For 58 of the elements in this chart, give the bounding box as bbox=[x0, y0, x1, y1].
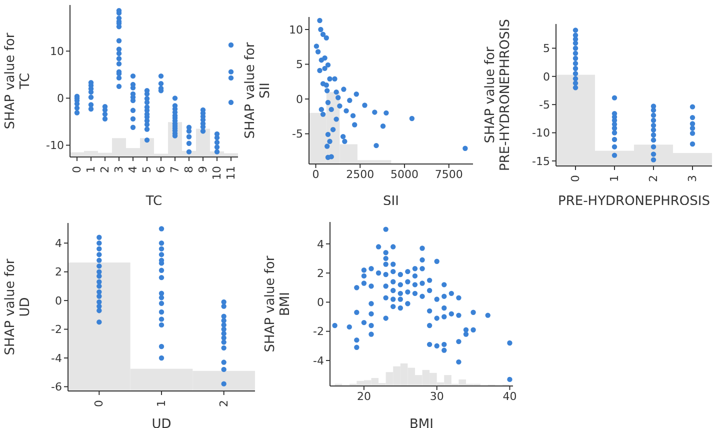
x-tick-label: 1 bbox=[608, 175, 621, 182]
x-tick-label: 40 bbox=[502, 390, 517, 403]
x-tick-label: 1 bbox=[84, 166, 98, 173]
x-tick-label: 2500 bbox=[346, 168, 374, 181]
y-tick-label: -10 bbox=[532, 126, 550, 140]
y-tick-label: 2 bbox=[317, 266, 324, 280]
x-tick-label: 2 bbox=[98, 166, 112, 173]
x-tick-label: 11 bbox=[224, 166, 238, 180]
x-axis-title: BMI bbox=[410, 417, 434, 428]
x-tick-label: 0 bbox=[92, 400, 106, 407]
x-tick-label: 3 bbox=[686, 175, 699, 182]
x-tick-label: 0 bbox=[70, 166, 84, 173]
x-tick-label: 2 bbox=[217, 400, 230, 407]
y-tick-label: 5 bbox=[543, 42, 550, 56]
y-axis-title: SHAP value for SII bbox=[243, 42, 273, 139]
y-tick-label: -5 bbox=[292, 128, 303, 141]
x-tick-label: 5 bbox=[140, 166, 154, 173]
y-tick-label: -5 bbox=[539, 98, 550, 112]
y-tick-label: 2 bbox=[55, 266, 62, 279]
y-tick-label: 4 bbox=[317, 238, 324, 251]
y-tick-label: 0 bbox=[543, 70, 550, 84]
y-tick-label: 0 bbox=[317, 296, 324, 310]
x-tick-label: 4 bbox=[126, 166, 140, 173]
y-axis-title: SHAP value for UD bbox=[3, 258, 33, 356]
x-axis-title: PRE-HYDRONEPHROSIS bbox=[558, 194, 710, 209]
x-axis-title: TC bbox=[144, 194, 162, 209]
x-axis-title: UD bbox=[152, 417, 172, 428]
x-tick-label: 7500 bbox=[434, 168, 463, 181]
y-tick-label: 4 bbox=[55, 237, 62, 250]
x-tick-label: 10 bbox=[210, 166, 224, 180]
x-tick-label: 8 bbox=[182, 166, 196, 173]
y-tick-label: -4 bbox=[313, 354, 324, 368]
y-axis-title: SHAP value for BMI bbox=[263, 255, 293, 352]
y-tick-label: -2 bbox=[51, 323, 62, 336]
x-tick-label: 30 bbox=[430, 390, 444, 403]
x-tick-label: 6 bbox=[154, 166, 168, 173]
x-axis-title: SII bbox=[383, 194, 399, 209]
y-tick-label: 0 bbox=[296, 92, 303, 106]
y-tick-label: -2 bbox=[313, 325, 324, 338]
x-tick-label: 2 bbox=[647, 175, 660, 182]
y-axis-title: SHAP value for PRE-HYDRONEPHROSIS bbox=[483, 19, 513, 171]
y-tick-label: 10 bbox=[50, 45, 64, 58]
y-tick-label: -15 bbox=[532, 154, 550, 168]
x-tick-label: 3 bbox=[112, 166, 126, 173]
x-tick-label: 20 bbox=[356, 390, 371, 403]
y-axis-title: SHAP value for TC bbox=[3, 32, 33, 130]
y-tick-label: 5 bbox=[296, 58, 303, 72]
x-tick-label: 7 bbox=[168, 166, 182, 173]
x-tick-label: 5000 bbox=[390, 168, 418, 181]
x-tick-label: 0 bbox=[569, 175, 582, 182]
x-tick-label: 9 bbox=[196, 166, 210, 173]
y-tick-label: 10 bbox=[289, 23, 303, 36]
y-tick-label: 0 bbox=[55, 294, 62, 308]
y-tick-label: -10 bbox=[46, 139, 64, 152]
y-tick-label: 0 bbox=[57, 92, 64, 106]
x-tick-label: 1 bbox=[155, 400, 168, 407]
y-tick-label: -6 bbox=[51, 380, 62, 394]
y-tick-label: -4 bbox=[51, 352, 62, 365]
